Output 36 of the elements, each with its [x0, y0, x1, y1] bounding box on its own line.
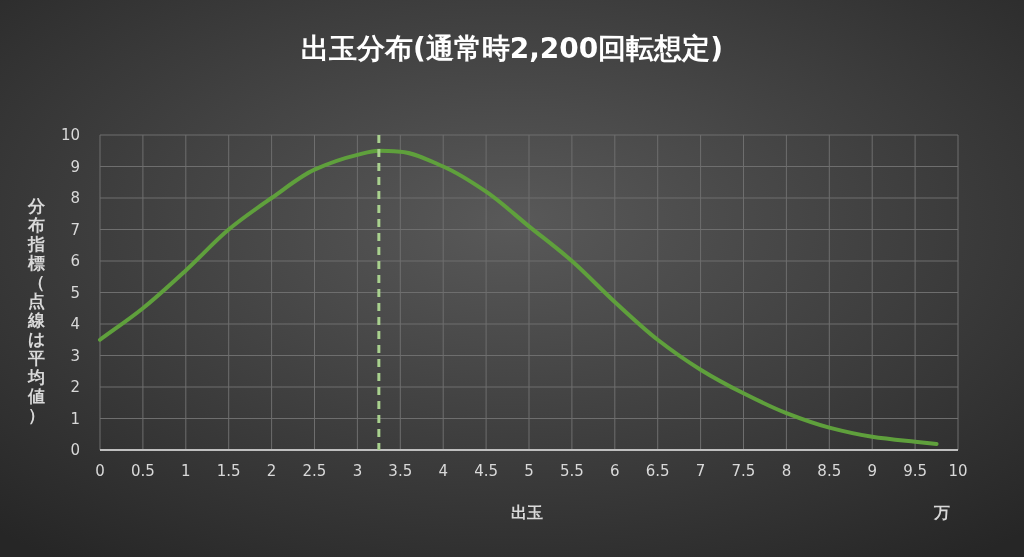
y-tick-label: 4 — [70, 315, 80, 333]
text: 分布指標（点線は平均値） — [27, 196, 45, 425]
x-tick-label: 8 — [781, 462, 792, 480]
x-tick-label: 0 — [95, 462, 105, 480]
x-tick-label: 3 — [352, 462, 363, 480]
x-tick-label: 0.5 — [130, 462, 155, 480]
x-tick-label: 9.5 — [903, 462, 928, 480]
y-tick-label: 9 — [70, 157, 80, 176]
x-tick-label: 3.5 — [388, 462, 413, 480]
y-tick-label: 7 — [70, 220, 80, 239]
x-tick-label: 6 — [610, 462, 620, 480]
x-tick-label: 4.5 — [474, 462, 499, 480]
x-tick-label: 2 — [266, 462, 277, 480]
text: 万 — [933, 503, 950, 522]
y-tick-label: 1 — [70, 409, 80, 428]
x-tick-label: 9 — [867, 462, 877, 480]
chart-title: 出玉分布(通常時2,200回転想定) — [300, 32, 724, 65]
x-tick-label: 2.5 — [302, 462, 327, 480]
y-tick-label: 10 — [60, 126, 80, 144]
y-tick-label: 5 — [70, 283, 80, 302]
x-tick-label: 8.5 — [817, 462, 842, 480]
x-tick-label: 1.5 — [216, 462, 241, 480]
y-tick-label: 8 — [70, 189, 80, 207]
x-tick-label: 4 — [438, 462, 448, 480]
x-tick-label: 10 — [948, 462, 968, 480]
x-tick-label: 7.5 — [731, 462, 756, 480]
x-tick-label: 6.5 — [645, 462, 670, 480]
x-tick-label: 5.5 — [559, 462, 584, 480]
y-tick-label: 0 — [70, 441, 80, 459]
y-tick-label: 3 — [70, 346, 80, 365]
y-tick-label: 6 — [70, 252, 80, 270]
x-tick-label: 1 — [181, 462, 191, 480]
x-axis-title: 出玉 — [511, 503, 543, 522]
y-tick-label: 2 — [70, 378, 80, 396]
x-tick-label: 7 — [695, 462, 706, 480]
x-tick-label: 5 — [524, 462, 534, 480]
